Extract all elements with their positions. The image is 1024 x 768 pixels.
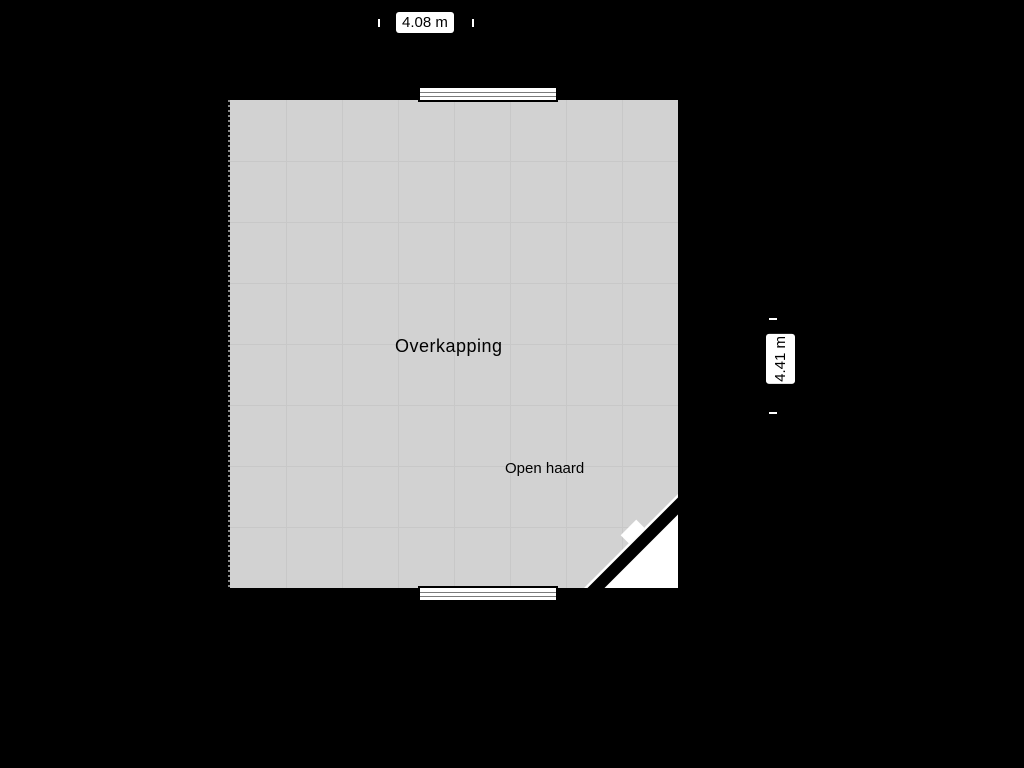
wall-top-right: [556, 88, 690, 100]
opening-bottom-sill-top: [420, 586, 556, 588]
wall-left-dotted: [226, 100, 232, 588]
opening-top-sill-outer: [420, 86, 556, 88]
opening-bottom-sill-inner2: [420, 596, 556, 597]
opening-top-jamb-right: [556, 86, 558, 102]
fireplace-label: Open haard: [505, 460, 584, 477]
wall-bottom-left: [228, 588, 420, 600]
dim-right-label: 4.41 m: [766, 334, 795, 384]
floorplan-canvas: 4.08 m 4.41 m: [0, 0, 1024, 768]
opening-bottom-sill-outer: [420, 600, 556, 602]
opening-top-sill-inner2: [420, 96, 556, 97]
opening-top-sill-bottom: [420, 100, 556, 102]
opening-top-jamb-left: [418, 86, 420, 102]
dim-top-label: 4.08 m: [396, 12, 454, 33]
dim-right-tick-bottom: [769, 412, 777, 414]
opening-bottom-sill-inner1: [420, 592, 556, 593]
dim-top-tick-right: [472, 19, 474, 27]
wall-corner-diagonal: [566, 476, 706, 616]
wall-top-left: [228, 88, 420, 100]
room-label: Overkapping: [395, 336, 503, 357]
dim-right-tick-top: [769, 318, 777, 320]
wall-right: [678, 88, 690, 496]
dim-top-tick-left: [378, 19, 380, 27]
opening-top-sill-inner1: [420, 92, 556, 93]
opening-bottom-jamb-left: [418, 586, 420, 602]
opening-bottom-jamb-right: [556, 586, 558, 602]
wall-bottom-extension: [678, 599, 738, 601]
